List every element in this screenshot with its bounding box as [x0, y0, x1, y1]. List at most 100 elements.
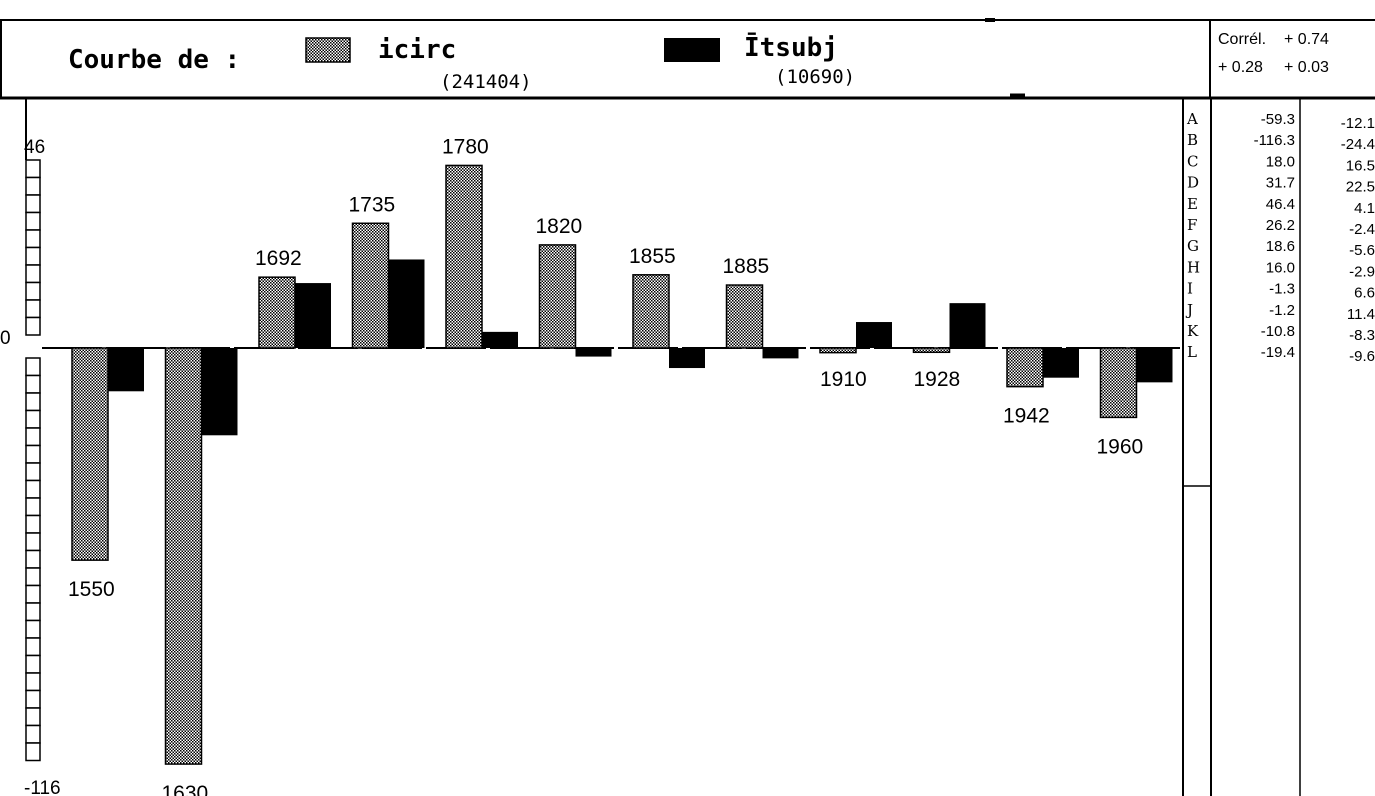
- y-axis-tick: [25, 514, 41, 534]
- stats-line2-a: + 0.28: [1218, 59, 1263, 76]
- table-row-value-2: -2.4: [1349, 221, 1375, 238]
- y-axis-tick: [25, 462, 41, 482]
- table-row-value-2: 4.1: [1354, 200, 1375, 217]
- bar-icirc-1855: [632, 274, 670, 349]
- data-table: A -59.3 -12.1 B -116.3 -24.4 C 18.0 16.5 D 31.7 22.…: [1185, 110, 1375, 365]
- table-row-value-2: -2.9: [1349, 263, 1375, 280]
- table-row-value-2: -9.6: [1349, 348, 1375, 365]
- y-axis-tick: [25, 707, 41, 727]
- table-row-letter: J: [1185, 301, 1193, 319]
- y-axis-tick: [25, 229, 41, 249]
- y-axis-tick: [25, 427, 41, 447]
- table-row-letter: A: [1186, 110, 1198, 128]
- y-axis-tick: [25, 211, 41, 231]
- bar-icirc-1942: [1006, 347, 1044, 388]
- table-row-value-2: 11.4: [1347, 306, 1375, 323]
- bar-itsubj-1692: [295, 283, 331, 348]
- table-row-value-2: -12.1: [1341, 115, 1375, 132]
- bar-icirc-1820: [538, 244, 577, 349]
- y-axis-tick: [25, 444, 41, 464]
- y-axis-tick: [25, 532, 41, 552]
- table-row-letter: B: [1187, 131, 1198, 149]
- bar-itsubj-1630: [201, 348, 238, 436]
- bar-icirc-1735: [351, 222, 390, 349]
- table-row-value-1: 26.2: [1266, 217, 1295, 234]
- y-axis-tick: [25, 654, 41, 674]
- table-row-value-1: -10.8: [1261, 323, 1295, 340]
- bar-icirc-1550: [71, 347, 109, 561]
- table-row-value-1: 46.4: [1266, 196, 1295, 213]
- y-axis-tick: [25, 194, 41, 214]
- table-row-value-1: -1.3: [1269, 281, 1295, 298]
- category-label-1928: 1928: [914, 368, 961, 391]
- category-label-1692: 1692: [255, 247, 302, 270]
- table-row-value-1: 18.6: [1266, 238, 1295, 255]
- bar-itsubj-1942: [1043, 348, 1079, 378]
- table-row-letter: G: [1187, 237, 1199, 255]
- table-row-letter: E: [1187, 195, 1198, 213]
- y-axis-tick: [25, 672, 41, 692]
- bar-icirc-1928: [912, 347, 951, 354]
- y-axis-tick: [25, 479, 41, 499]
- table-row-value-2: -8.3: [1349, 327, 1375, 344]
- bar-itsubj-1735: [388, 259, 425, 348]
- table-row-value-1: -59.3: [1261, 111, 1295, 128]
- table-row-letter: I: [1187, 280, 1193, 298]
- y-axis-tick: [25, 549, 41, 569]
- bar-icirc-1692: [258, 276, 296, 349]
- y-axis-tick: [25, 689, 41, 709]
- table-row-value-2: 6.6: [1354, 285, 1375, 302]
- bar-itsubj-1855: [669, 348, 705, 369]
- category-label-1780: 1780: [442, 135, 489, 158]
- category-label-1942: 1942: [1003, 405, 1050, 428]
- y-tick-label-max: 46: [24, 137, 45, 158]
- bar-icirc-1780: [445, 164, 483, 349]
- legend-swatch-itsubj: [664, 38, 720, 62]
- table-row-value-1: 18.0: [1266, 153, 1295, 170]
- legend-swatch-icirc: [305, 37, 351, 63]
- legend-count-itsubj: (10690): [775, 66, 855, 88]
- y-axis-tick: [25, 392, 41, 412]
- bar-itsubj-1820: [575, 348, 612, 357]
- bar-itsubj-1928: [949, 303, 986, 348]
- y-axis-tick: [25, 742, 41, 762]
- bar-icirc-1630: [164, 347, 203, 765]
- data-table-frame: [1182, 98, 1301, 796]
- y-axis-tick: [25, 281, 41, 301]
- bar-icirc-1885: [725, 284, 764, 349]
- y-axis-tick: [25, 584, 41, 604]
- legend-label-itsubj: Ītsubj: [744, 31, 838, 63]
- header-box: [0, 18, 1375, 100]
- category-labels: 1550 1630 1692 1735 1780 1820 1855 1885 1910 1928…: [68, 135, 1143, 796]
- y-axis-tick: [25, 619, 41, 639]
- bars: [71, 164, 1173, 765]
- category-label-1960: 1960: [1097, 435, 1144, 458]
- y-axis-tick: [25, 637, 41, 657]
- table-row-letter: D: [1187, 174, 1199, 192]
- table-row-value-2: 22.5: [1346, 179, 1375, 196]
- correl-label: Corrél.: [1218, 31, 1266, 48]
- table-row-value-1: -19.4: [1261, 344, 1295, 361]
- bar-itsubj-1780: [482, 331, 518, 348]
- table-row-letter: K: [1187, 322, 1199, 340]
- bar-itsubj-1885: [762, 348, 799, 359]
- y-tick-label-zero: 0: [0, 328, 11, 349]
- category-label-1820: 1820: [536, 215, 583, 238]
- y-tick-label-min: -116: [24, 778, 61, 796]
- bar-itsubj-1910: [856, 322, 892, 348]
- y-axis-tick: [25, 159, 41, 179]
- correl-value: + 0.74: [1284, 31, 1329, 48]
- y-axis-tick: [25, 724, 41, 744]
- table-row-letter: H: [1187, 258, 1200, 276]
- category-label-1550: 1550: [68, 578, 115, 601]
- table-row-value-1: -1.2: [1269, 302, 1295, 319]
- y-axis-tick: [25, 374, 41, 394]
- table-row-value-1: 31.7: [1266, 175, 1295, 192]
- y-axis-tick: [25, 567, 41, 587]
- table-row-value-2: -24.4: [1341, 136, 1375, 153]
- y-axis-tick: [25, 176, 41, 196]
- stats-line2-b: + 0.03: [1284, 59, 1329, 76]
- y-axis-tick: [25, 299, 41, 319]
- category-label-1910: 1910: [820, 368, 867, 391]
